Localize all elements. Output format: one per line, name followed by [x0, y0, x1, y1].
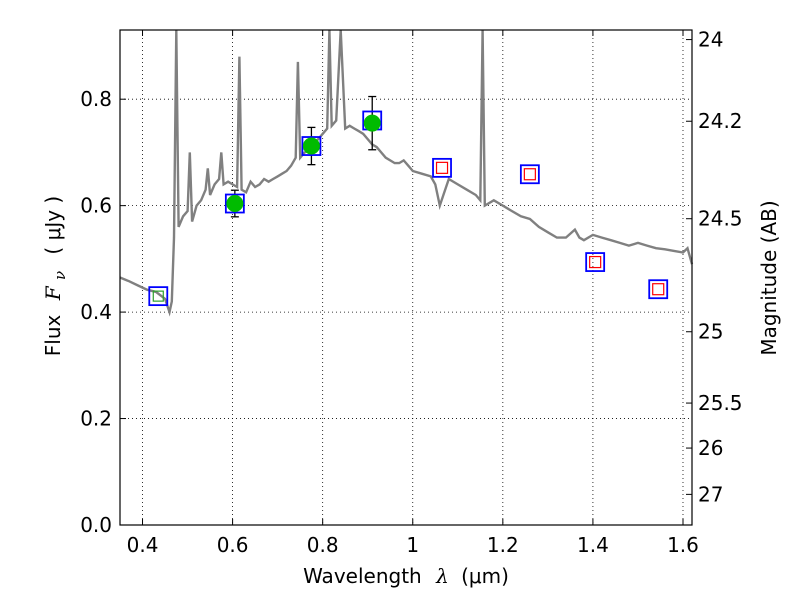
model-spectrum-line [119, 29, 694, 317]
model-band-box [648, 279, 669, 300]
model-band-box [432, 157, 452, 178]
model-band-inner-red [523, 168, 536, 181]
observed-point [363, 114, 381, 132]
y2-tick-label: 24.2 [698, 109, 743, 133]
y2-tick-label: 24.5 [698, 207, 743, 231]
y-tick-label: 0.6 [80, 194, 112, 218]
x-tick-label: 0.4 [127, 533, 159, 557]
y-axis-label: Flux F ν ( μJy ) [41, 196, 70, 356]
y2-axis-label: Magnitude (AB) [757, 200, 781, 355]
x-axis-symbol: λ [435, 564, 449, 588]
y-tick-label: 0.4 [80, 300, 112, 324]
observed-point [226, 195, 244, 213]
y-tick-label: 0.2 [80, 407, 112, 431]
model-band-inner-green [152, 290, 164, 302]
model-band-inner-red [652, 283, 665, 296]
model-band-inner-red [589, 255, 602, 269]
data-markers [148, 95, 669, 307]
y2-tick-label: 27 [698, 482, 723, 506]
grid-lines [120, 30, 692, 526]
y-axis-subscript: ν [51, 271, 69, 280]
model-band-box [224, 193, 245, 214]
x-axis-label-text: Wavelength [303, 564, 422, 588]
plot-frame [119, 29, 693, 526]
y-tick-label: 0.8 [80, 87, 112, 111]
observed-point [302, 137, 320, 155]
y2-tick-label: 25.5 [698, 391, 743, 415]
model-band-box [585, 252, 606, 272]
model-band-box [519, 164, 540, 185]
x-axis-unit: (μm) [461, 564, 509, 588]
y-axis-label-text: Flux [41, 314, 65, 356]
y-axis-unit: ( μJy ) [41, 196, 65, 255]
y-tick-label: 0.0 [80, 513, 112, 537]
x-tick-label: 1.2 [487, 533, 519, 557]
x-tick-label: 0.6 [217, 533, 249, 557]
y-axis-symbol: F [41, 285, 65, 301]
y2-tick-label: 24 [698, 28, 723, 52]
y2-tick-label: 25 [698, 320, 723, 344]
model-band-box [148, 286, 169, 307]
x-axis-label: Wavelength λ (μm) [303, 564, 509, 588]
x-tick-label: 1.6 [667, 533, 699, 557]
axis-ticks: 0.4 0.6 0.8 1 1.2 1.4 1.6 0.0 0.2 0.4 0.6 0.8 24 24.2… [80, 28, 742, 557]
x-tick-label: 1 [406, 533, 419, 557]
model-band-inner-red [435, 161, 449, 174]
x-tick-label: 1.4 [577, 533, 609, 557]
model-band-box [301, 136, 322, 156]
y2-tick-label: 26 [698, 436, 723, 460]
x-tick-label: 0.8 [307, 533, 339, 557]
